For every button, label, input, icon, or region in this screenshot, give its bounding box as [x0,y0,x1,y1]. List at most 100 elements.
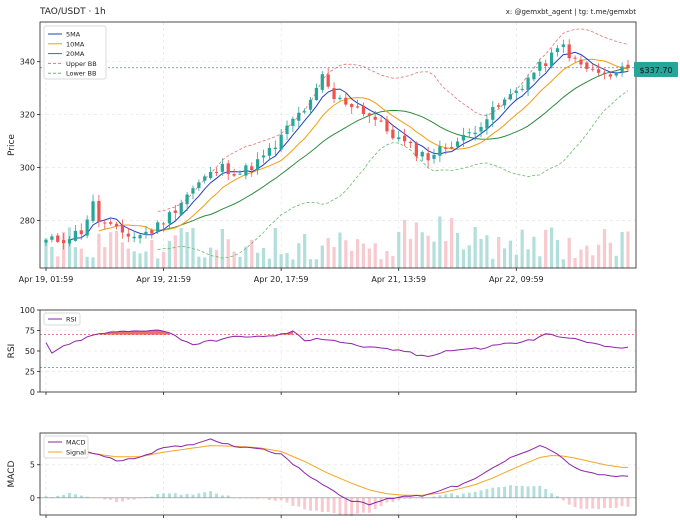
macd-histogram-bar [491,487,495,498]
price-legend-box [43,25,107,80]
volume-bar [114,230,119,268]
macd-histogram-bar [503,486,507,498]
macd-histogram-bar [303,497,307,510]
candle-body [50,236,54,240]
macd-histogram-bar [555,496,559,498]
volume-bar [438,216,442,268]
volume-bar [385,250,389,268]
macd-histogram-bar [291,497,295,506]
macd-histogram-bar [144,497,148,498]
candle-body [514,91,518,93]
candle-body [103,222,107,224]
macd-histogram-bar [356,497,360,514]
volume-bar [497,237,501,268]
macd-histogram-bar [409,497,412,499]
volume-bar [226,239,230,268]
macd-line [45,438,629,506]
volume-bar [555,240,560,268]
volume-bar [579,249,583,268]
rsi-legend: RSI [43,312,81,326]
macd-legend-label: MACD [66,439,85,447]
candle-body [126,233,130,237]
macd-histogram-bar [209,491,213,498]
candle-body [373,116,377,120]
macd-histogram-bar [538,485,542,498]
candle-body [232,174,236,176]
macd-histogram-bar [109,497,113,500]
candle-body [238,173,242,175]
candle-body [508,94,513,100]
volume-bar [432,241,436,268]
volume-bar [185,232,189,268]
volume-bar [97,233,101,268]
macd-histogram-bar [273,497,277,501]
macd-histogram-bar [256,497,260,499]
rsi-ytick-label: 0 [30,388,35,397]
macd-histogram-bar [508,485,512,498]
candle-body [526,77,530,90]
macd-histogram-bar [567,497,571,505]
candle-body [497,105,501,107]
volume-bar [220,228,224,268]
candle-body [197,182,201,188]
volume-bar [267,258,272,268]
candle-body [261,155,266,158]
candle-body [73,230,78,241]
volume-bar [397,231,401,268]
candle-body [191,188,195,194]
volume-bar [538,256,542,268]
candle-body [67,239,72,244]
price-panel-frame [39,21,637,269]
macd-ytick-label: 0 [30,494,35,503]
volume-bar [461,249,466,268]
candle-body [520,88,524,90]
macd-histogram-bar [79,495,83,498]
macd-legend-label: Signal [66,449,86,457]
volume-bar [455,233,460,268]
macd-histogram-bar [50,497,54,498]
volume-bar [285,253,289,268]
macd-histogram-bar [314,497,318,511]
candle-body [420,151,424,157]
volume-bar [238,256,242,268]
volume-bar [367,248,371,268]
macd-histogram-bar [344,497,348,516]
volume-bar [303,234,307,268]
last-price-badge-bg [634,62,678,77]
volume-bar [232,251,236,268]
macd-histogram-bar [173,493,177,498]
candle-body [338,97,342,100]
macd-histogram-bar [438,495,442,498]
volume-bar [208,247,213,268]
macd-histogram-bar [479,490,483,498]
macd-histogram-bar [444,494,448,498]
candle-body [555,48,560,53]
candle-body [91,201,95,221]
candle-body [132,236,136,239]
macd-histogram-bar [520,485,524,498]
candle-body [144,231,148,235]
macd-histogram-bar [397,497,401,501]
volume-bar [350,250,354,268]
candle-body [56,235,60,242]
candle-body [297,112,301,121]
chart-title: TAO/USDT · 1h [39,7,106,17]
volume-bar [420,232,424,268]
candle-body [426,153,430,161]
macd-histogram-bar [197,493,201,498]
rsi-legend-label: RSI [66,316,77,324]
macd-histogram-bar [550,493,554,498]
candle-body [544,63,548,66]
rsi-ytick-label: 75 [25,327,35,336]
candle-body [256,159,260,170]
volume-bar [532,236,536,268]
candle-body [608,74,612,77]
candle-body [267,147,272,156]
price-xtick-label: Apr 22, 09:59 [489,275,544,284]
candle-body [208,172,213,179]
candle-body [85,219,89,236]
macd-histogram-bar [68,492,71,498]
candle-body [332,88,336,99]
candle-body [491,106,495,120]
volume-bar [244,246,248,268]
